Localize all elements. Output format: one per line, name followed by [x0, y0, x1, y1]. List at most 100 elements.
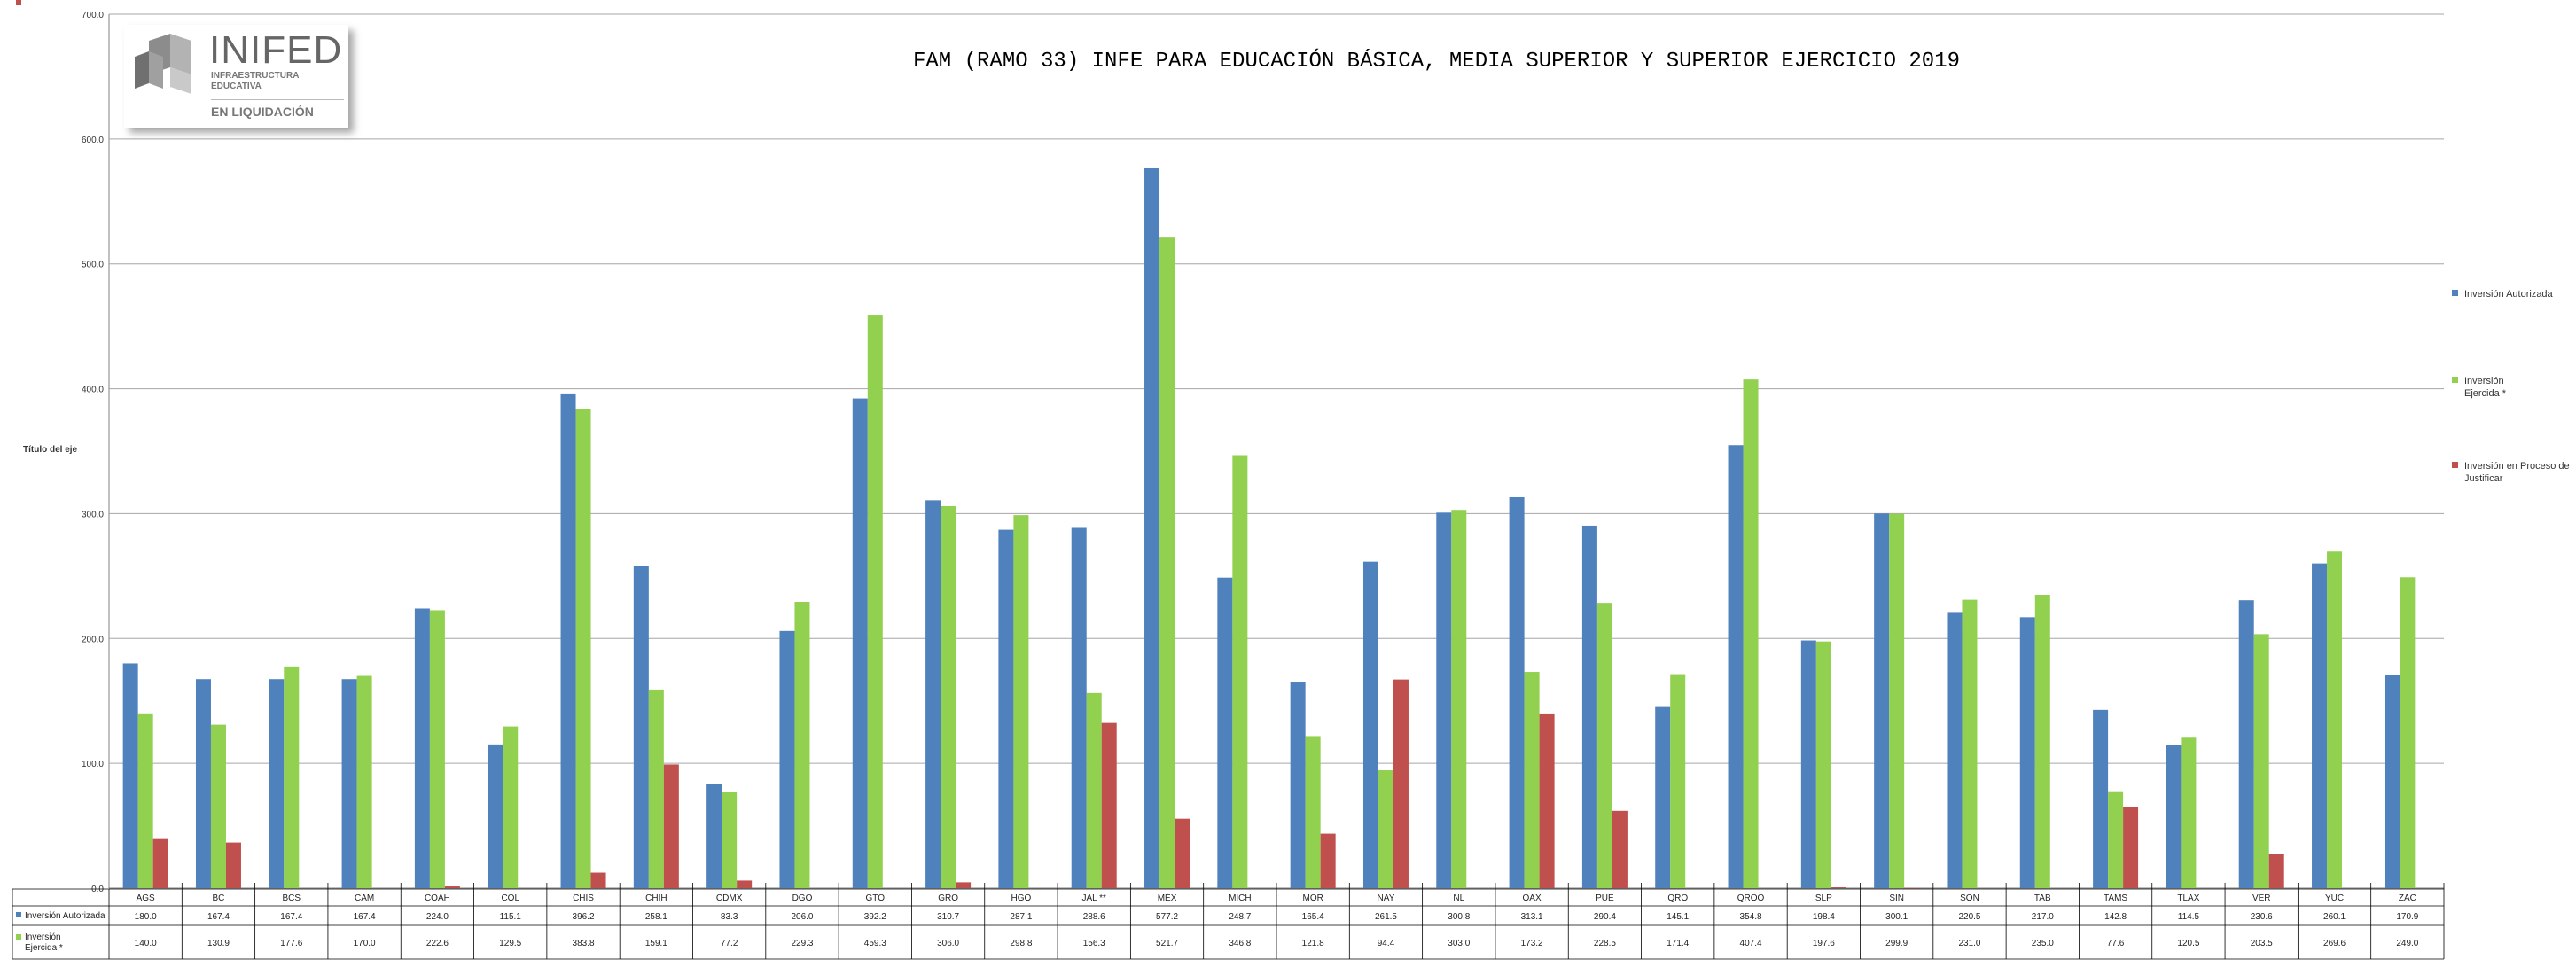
- x-tick-label: CHIH: [645, 893, 667, 903]
- data-label-proceso: 0.1: [1891, 0, 1903, 3]
- data-label-autorizada: 290.4: [1594, 912, 1616, 922]
- inifed-logo: INIFED INFRAESTRUCTURA EDUCATIVA EN LIQU…: [124, 25, 348, 128]
- x-tick-label: CAM: [355, 893, 374, 903]
- data-label-ejercida: 197.6: [1813, 939, 1835, 948]
- bar-autorizada: [1290, 682, 1306, 888]
- x-tick-label: TAMS: [2104, 893, 2127, 903]
- legend-swatch-autorizada: [2452, 290, 2458, 296]
- bar-autorizada: [488, 744, 503, 888]
- bar-autorizada: [2312, 563, 2328, 888]
- bar-autorizada: [2019, 617, 2035, 888]
- bar-proceso: [590, 872, 606, 888]
- logo-line-2: EDUCATIVA: [211, 82, 262, 91]
- y-tick-label: 300.0: [82, 510, 104, 519]
- legend-swatch-proceso: [2452, 462, 2458, 468]
- data-label-ejercida: 249.0: [2396, 939, 2418, 948]
- data-label-autorizada: 310.7: [937, 912, 959, 922]
- table-series-name-autorizada: Inversión Autorizada: [25, 911, 105, 921]
- data-label-ejercida: 203.5: [2251, 939, 2273, 948]
- data-label-autorizada: 258.1: [645, 912, 667, 922]
- data-label-autorizada: 300.8: [1448, 912, 1470, 922]
- bar-ejercida: [503, 726, 519, 888]
- x-tick-label: SLP: [1815, 893, 1832, 903]
- data-label-ejercida: 459.3: [864, 939, 886, 948]
- x-tick-label: CDMX: [716, 893, 743, 903]
- x-tick-label: HGO: [1011, 893, 1032, 903]
- bar-proceso: [663, 764, 679, 888]
- x-tick-label: TAB: [2034, 893, 2051, 903]
- bar-proceso: [152, 838, 168, 888]
- bar-ejercida: [1962, 599, 1978, 888]
- data-label-autorizada: 198.4: [1813, 912, 1835, 922]
- bar-autorizada: [122, 663, 138, 888]
- data-label-autorizada: 180.0: [135, 912, 157, 922]
- bar-autorizada: [779, 630, 795, 888]
- bar-ejercida: [210, 724, 226, 888]
- bar-ejercida: [2108, 791, 2124, 888]
- y-axis-title: Título del eje: [23, 445, 78, 455]
- data-label-proceso: 99.1: [648, 0, 666, 3]
- bar-ejercida: [1305, 736, 1321, 888]
- y-tick-label: 400.0: [82, 386, 104, 395]
- data-label-ejercida: 120.5: [2177, 939, 2199, 948]
- bar-ejercida: [1378, 770, 1393, 888]
- x-tick-label: QROO: [1737, 893, 1765, 903]
- data-label-autorizada: 170.9: [2396, 912, 2418, 922]
- data-label-autorizada: 261.5: [1375, 912, 1397, 922]
- data-label-ejercida: 229.3: [791, 939, 813, 948]
- bar-proceso: [1393, 679, 1409, 888]
- bar-autorizada: [2238, 600, 2254, 888]
- bar-autorizada: [560, 393, 576, 888]
- x-tick-label: BCS: [283, 893, 301, 903]
- data-label-proceso: 139.9: [1521, 0, 1543, 3]
- data-label-autorizada: 230.6: [2251, 912, 2273, 922]
- logo-subtitle: INFRAESTRUCTURA EDUCATIVA: [211, 71, 299, 92]
- bar-ejercida: [1232, 455, 1248, 888]
- bar-ejercida: [137, 713, 153, 888]
- bar-ejercida: [284, 666, 300, 888]
- y-tick-label: 700.0: [82, 11, 104, 20]
- logo-liquidacion: EN LIQUIDACIÓN: [211, 105, 314, 119]
- data-label-proceso: 65.2: [2107, 0, 2125, 3]
- bar-proceso: [2123, 807, 2139, 888]
- bar-ejercida: [1013, 515, 1029, 888]
- data-label-ejercida: 231.0: [1958, 939, 1980, 948]
- bar-ejercida: [941, 505, 956, 888]
- y-tick-label: 200.0: [82, 635, 104, 644]
- bar-ejercida: [2400, 577, 2416, 888]
- data-label-autorizada: 313.1: [1521, 912, 1543, 922]
- y-tick-label: 0.0: [91, 885, 104, 894]
- bar-ejercida: [1743, 379, 1759, 888]
- bar-ejercida: [2253, 634, 2269, 888]
- bar-ejercida: [1524, 672, 1540, 888]
- logo-name: INIFED: [209, 28, 343, 72]
- x-tick-label: PUE: [1596, 893, 1614, 903]
- data-label-ejercida: 129.5: [499, 939, 521, 948]
- data-label-autorizada: 288.6: [1083, 912, 1105, 922]
- data-label-ejercida: 407.4: [1740, 939, 1762, 948]
- x-tick-label: DGO: [792, 893, 813, 903]
- x-tick-label: QRO: [1667, 893, 1688, 903]
- bar-ejercida: [1159, 237, 1175, 888]
- data-label-ejercida: 383.8: [573, 939, 595, 948]
- bar-autorizada: [414, 608, 430, 888]
- data-label-autorizada: 220.5: [1958, 912, 1980, 922]
- x-tick-label: GRO: [938, 893, 958, 903]
- bar-ejercida: [429, 610, 445, 888]
- data-label-autorizada: 260.1: [2323, 912, 2346, 922]
- data-label-proceso: 55.6: [1159, 0, 1176, 3]
- inifed-cube-icon: [135, 34, 191, 94]
- x-tick-label: GTO: [866, 893, 886, 903]
- x-tick-label: COL: [501, 893, 519, 903]
- x-tick-label: VER: [2252, 893, 2271, 903]
- table-legend-key-proceso: [16, 0, 21, 5]
- data-label-ejercida: 222.6: [426, 939, 449, 948]
- x-tick-label: ZAC: [2399, 893, 2416, 903]
- bar-ejercida: [575, 409, 591, 889]
- bar-autorizada: [1728, 445, 1744, 888]
- bar-proceso: [737, 880, 753, 888]
- bar-ejercida: [1815, 641, 1831, 888]
- chart-title: FAM (RAMO 33) INFE PARA EDUCACIÓN BÁSICA…: [913, 50, 1960, 74]
- bar-ejercida: [356, 675, 372, 888]
- bar-autorizada: [1144, 167, 1160, 889]
